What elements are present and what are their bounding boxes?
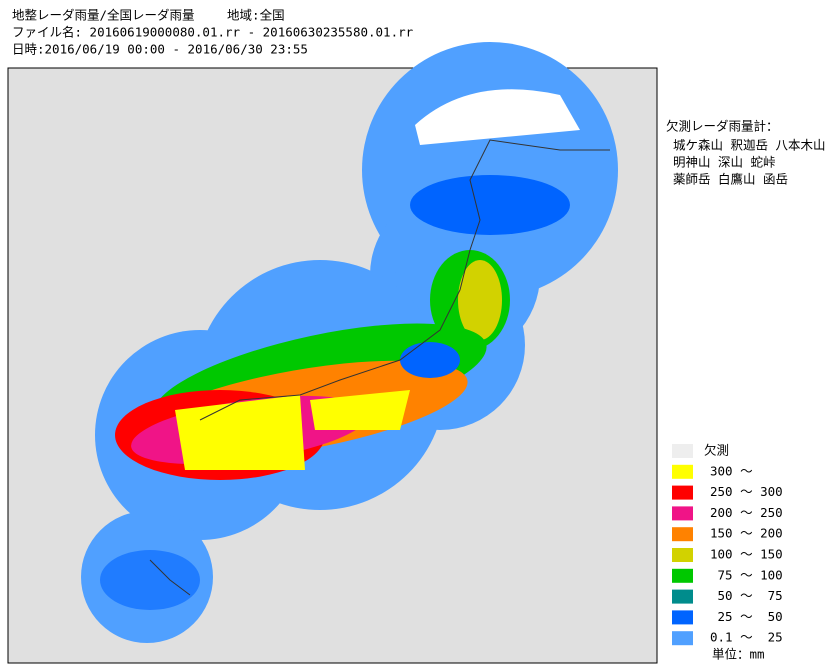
legend-label: 150 ～ 200 xyxy=(710,526,783,541)
legend-label: 0.1 ～ 25 xyxy=(710,630,783,645)
missing-names: 明神山 深山 蛇峠 xyxy=(673,155,776,170)
legend-swatch xyxy=(672,444,693,458)
legend-swatch xyxy=(672,506,693,521)
header-line: 地整レーダ雨量/全国レーダ雨量 地域:全国 xyxy=(12,8,285,23)
legend-swatch xyxy=(672,548,693,562)
missing-names: 薬師岳 白鷹山 函岳 xyxy=(673,172,788,187)
legend-label: 250 ～ 300 xyxy=(710,484,783,499)
header-line: ファイル名: 20160619000080.01.rr - 2016063023… xyxy=(12,25,414,40)
legend-label: 50 ～ 75 xyxy=(710,588,783,603)
legend-swatch xyxy=(672,485,693,500)
legend-swatch xyxy=(672,527,693,542)
legend-label: 75 ～ 100 xyxy=(710,567,783,582)
legend-unit: 単位：mm xyxy=(712,647,765,662)
legend-swatch xyxy=(672,631,693,646)
legend-label: 欠測 xyxy=(704,443,729,458)
missing-title: 欠測レーダ雨量計： xyxy=(666,119,779,134)
legend-swatch xyxy=(672,610,693,625)
legend-label: 200 ～ 250 xyxy=(710,505,783,520)
header-line: 日時:2016/06/19 00:00 - 2016/06/30 23:55 xyxy=(12,42,308,57)
legend-swatch xyxy=(672,589,693,604)
missing-names: 城ケ森山 釈迦岳 八本木山 xyxy=(673,138,826,153)
radar-map xyxy=(81,42,618,643)
legend-label: 25 ～ 50 xyxy=(710,609,783,624)
legend: 欠測 300 ～ 250 ～ 300 200 ～ 250 150 ～ 200 100 ～ … xyxy=(672,443,783,662)
legend-swatch xyxy=(672,568,693,583)
legend-swatch xyxy=(672,464,693,479)
legend-label: 300 ～ xyxy=(710,463,753,478)
legend-label: 100 ～ 150 xyxy=(710,547,783,562)
